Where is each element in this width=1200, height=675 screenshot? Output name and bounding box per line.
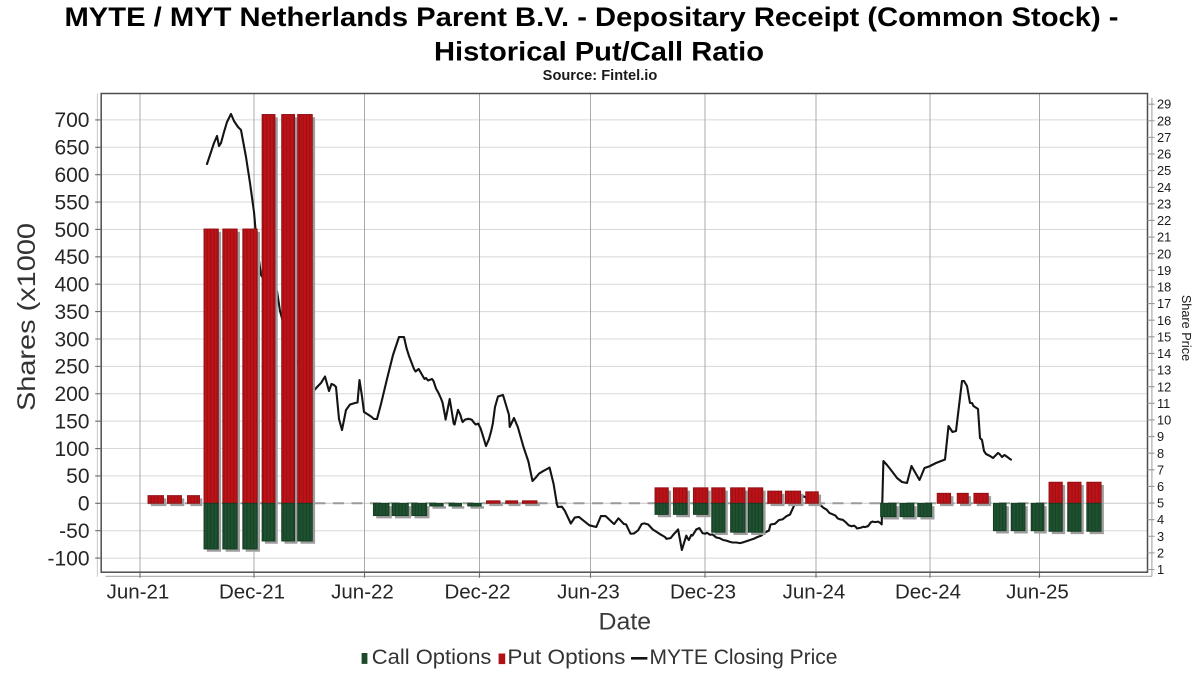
svg-text:12: 12: [1157, 379, 1171, 394]
svg-text:15: 15: [1157, 329, 1171, 344]
svg-text:26: 26: [1157, 147, 1171, 162]
svg-text:29: 29: [1157, 97, 1171, 112]
svg-text:14: 14: [1157, 346, 1171, 361]
svg-text:Dec-21: Dec-21: [219, 581, 285, 604]
svg-text:350: 350: [54, 301, 89, 324]
svg-text:19: 19: [1157, 263, 1171, 278]
svg-text:3: 3: [1157, 529, 1164, 544]
svg-text:-100: -100: [47, 547, 89, 570]
svg-text:5: 5: [1157, 496, 1164, 511]
svg-text:Dec-22: Dec-22: [444, 581, 510, 604]
svg-text:500: 500: [54, 219, 89, 242]
svg-text:1: 1: [1157, 562, 1164, 577]
svg-text:50: 50: [66, 465, 89, 488]
svg-text:13: 13: [1157, 363, 1171, 378]
svg-text:-50: -50: [59, 520, 89, 543]
svg-text:Dec-23: Dec-23: [670, 581, 736, 604]
svg-text:Call Options: Call Options: [372, 646, 492, 669]
svg-text:Source: Fintel.io: Source: Fintel.io: [543, 68, 658, 84]
svg-text:100: 100: [54, 438, 89, 461]
svg-text:Jun-25: Jun-25: [1006, 581, 1069, 604]
svg-text:25: 25: [1157, 163, 1171, 178]
svg-text:Put Options: Put Options: [507, 646, 625, 669]
svg-text:8: 8: [1157, 446, 1164, 461]
svg-text:Shares (x1000: Shares (x1000: [13, 223, 41, 411]
svg-text:300: 300: [54, 328, 89, 351]
svg-text:Jun-21: Jun-21: [107, 581, 170, 604]
svg-text:2: 2: [1157, 546, 1164, 561]
svg-text:28: 28: [1157, 113, 1171, 128]
svg-text:0: 0: [78, 493, 90, 516]
svg-text:11: 11: [1157, 396, 1170, 411]
svg-text:16: 16: [1157, 313, 1171, 328]
svg-text:MYTE Closing Price: MYTE Closing Price: [650, 646, 838, 669]
svg-text:Jun-23: Jun-23: [557, 581, 620, 604]
svg-text:Historical Put/Call Ratio: Historical Put/Call Ratio: [434, 36, 764, 66]
svg-text:600: 600: [54, 164, 89, 187]
svg-text:4: 4: [1157, 512, 1164, 527]
svg-text:23: 23: [1157, 197, 1171, 212]
svg-text:9: 9: [1157, 429, 1164, 444]
svg-text:200: 200: [54, 383, 89, 406]
svg-text:700: 700: [54, 109, 89, 132]
svg-text:6: 6: [1157, 479, 1164, 494]
svg-text:18: 18: [1157, 280, 1171, 295]
svg-text:450: 450: [54, 246, 89, 269]
svg-text:Dec-24: Dec-24: [895, 581, 961, 604]
svg-text:550: 550: [54, 191, 89, 214]
svg-text:150: 150: [54, 410, 89, 433]
svg-text:MYTE / MYT Netherlands Parent: MYTE / MYT Netherlands Parent B.V. - Dep…: [65, 2, 1119, 32]
svg-text:Jun-22: Jun-22: [331, 581, 394, 604]
svg-text:27: 27: [1157, 130, 1171, 145]
svg-text:7: 7: [1157, 462, 1164, 477]
svg-text:20: 20: [1157, 246, 1171, 261]
svg-text:24: 24: [1157, 180, 1171, 195]
svg-text:21: 21: [1157, 230, 1171, 245]
svg-text:22: 22: [1157, 213, 1171, 228]
svg-text:17: 17: [1157, 296, 1171, 311]
svg-text:10: 10: [1157, 413, 1171, 428]
svg-text:250: 250: [54, 356, 89, 379]
svg-text:Share Price: Share Price: [1179, 295, 1193, 361]
svg-text:Date: Date: [599, 609, 652, 636]
svg-text:Jun-24: Jun-24: [783, 581, 846, 604]
svg-text:650: 650: [54, 137, 89, 160]
svg-text:400: 400: [54, 274, 89, 297]
